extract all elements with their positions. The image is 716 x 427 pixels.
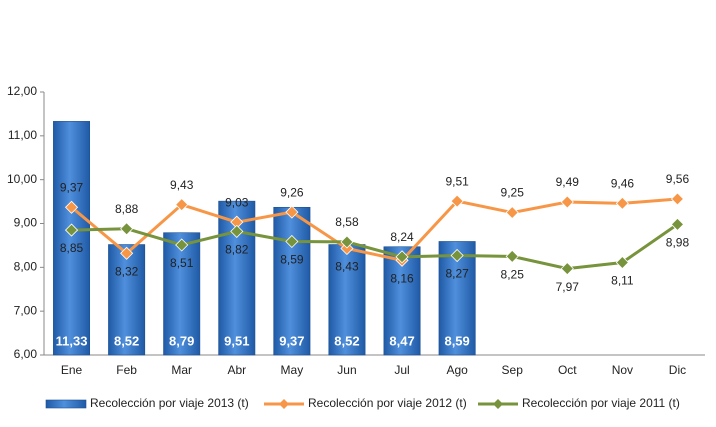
data-label: 8,25 [501,268,525,282]
line [70,197,678,262]
data-label: 9,03 [225,195,249,209]
x-tick-label: Oct [558,363,577,377]
data-label: 9,56 [666,172,690,186]
bar-label: 8,47 [389,333,414,348]
marker [615,255,629,270]
bar-label: 8,59 [444,333,469,348]
line [71,223,679,271]
x-tick-label: Feb [116,363,137,377]
legend-label: Recolección por viaje 2011 (t) [522,396,680,410]
marker [64,200,79,214]
marker [560,262,574,276]
marker [395,250,409,264]
marker [340,241,354,256]
data-label: 8,16 [390,271,414,285]
data-label: 9,43 [170,178,194,192]
data-label: 8,51 [170,256,194,270]
x-tick-label: Jun [337,363,356,377]
data-label: 8,85 [60,241,84,255]
y-tick-label: 9,00 [14,216,38,230]
x-tick-label: Nov [612,363,633,377]
y-tick-label: 7,00 [14,303,38,317]
marker [450,194,464,208]
marker [175,198,189,212]
marker [615,196,629,210]
data-label: 8,43 [335,260,359,274]
x-tick-label: Sep [502,363,524,377]
data-label: 9,26 [280,185,304,199]
marker [285,205,299,219]
data-label: 8,32 [115,264,139,278]
marker [175,238,189,252]
bar-label: 9,51 [224,333,249,348]
marker [560,195,574,209]
data-label: 8,11 [611,274,634,288]
data-label: 9,37 [60,180,84,194]
data-label: 8,24 [390,230,414,244]
x-tick-label: Jul [394,363,409,377]
marker [340,235,354,249]
x-tick-label: Ene [61,363,83,377]
y-tick-label: 8,00 [14,260,38,274]
marker [120,222,134,236]
x-tick-label: Dic [669,363,686,377]
x-tick-label: Ago [446,363,468,377]
bar [163,232,201,356]
y-tick-label: 12,00 [7,84,37,98]
bar-label: 11,33 [56,333,88,348]
legend-label: Recolección por viaje 2013 (t) [90,396,249,410]
bar [53,121,91,356]
data-label: 9,46 [611,177,635,191]
legend-marker [493,399,503,409]
marker [670,217,685,231]
marker [505,249,519,263]
bar-label: 8,79 [169,333,194,348]
bar-label: 9,37 [279,333,304,348]
bar [328,244,366,356]
data-label: 8,27 [445,267,469,281]
legend-marker [279,399,289,409]
bar-label: 8,52 [334,333,359,348]
marker [64,223,79,237]
marker [120,246,134,260]
bar [108,244,146,356]
y-tick-label: 10,00 [7,172,37,186]
marker [230,224,244,238]
data-label: 9,25 [501,186,525,200]
data-label: 7,97 [556,280,580,294]
bar [273,206,311,356]
data-label: 8,82 [225,243,249,257]
marker [505,205,519,220]
data-label: 9,51 [445,174,469,188]
bar-label: 8,52 [114,333,139,348]
data-label: 8,58 [335,215,359,229]
data-label: 9,49 [556,175,580,189]
x-tick-label: May [281,363,304,377]
y-tick-label: 11,00 [8,128,37,142]
legend-swatch [45,399,87,409]
legend-label: Recolección por viaje 2012 (t) [308,396,467,410]
marker [670,192,685,206]
marker [450,248,464,263]
x-tick-label: Mar [171,363,192,377]
data-label: 8,88 [115,202,139,216]
x-tick-label: Abr [227,363,246,377]
data-label: 8,59 [280,253,304,267]
data-label: 8,98 [666,236,690,250]
y-tick-label: 6,00 [14,347,38,361]
marker [285,234,299,249]
